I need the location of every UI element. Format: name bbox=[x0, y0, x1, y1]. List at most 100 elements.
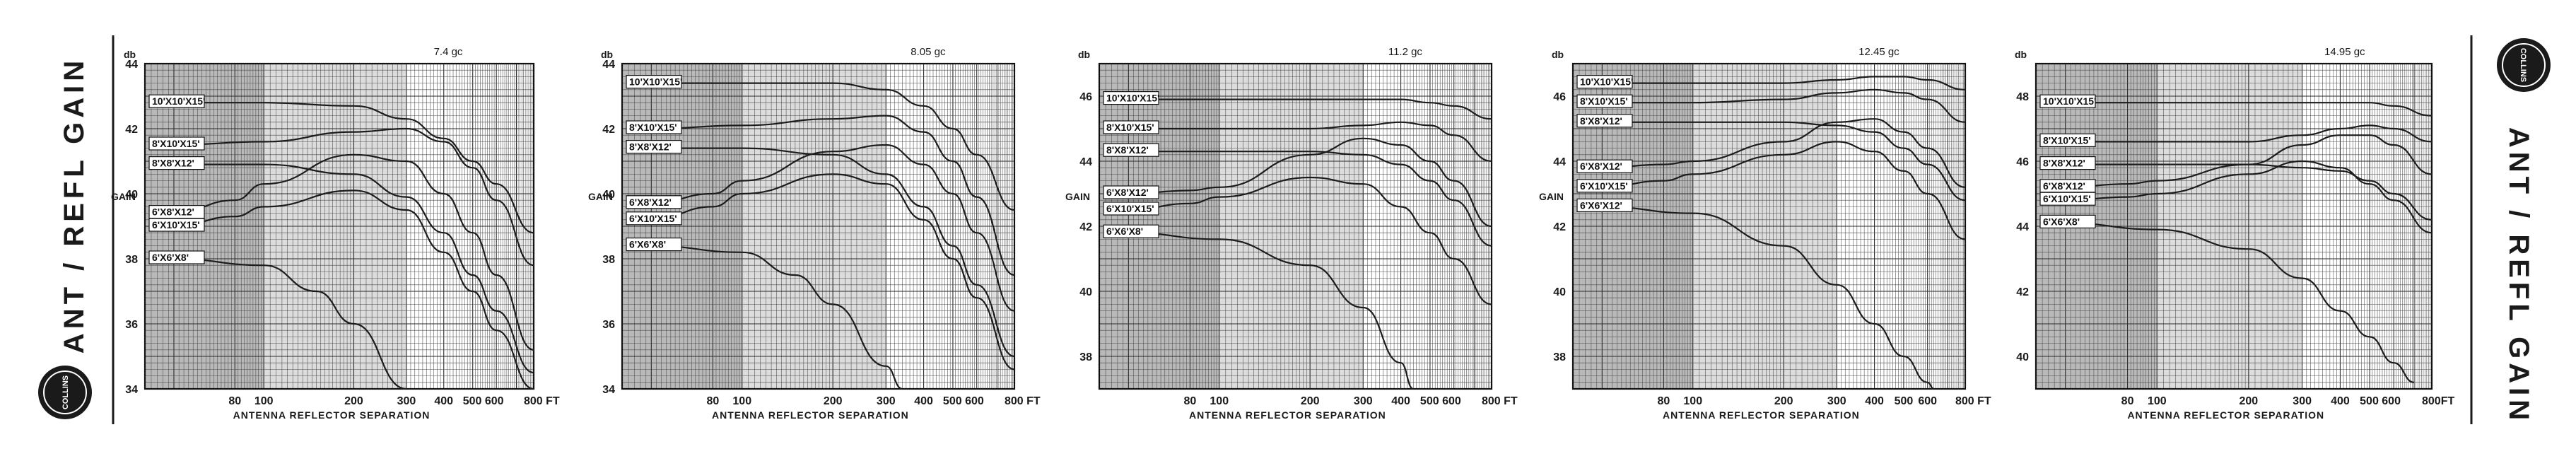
x-tick-label: 200 bbox=[344, 395, 363, 407]
series-label-2: 8'X10'X15' bbox=[629, 122, 677, 133]
y-tick-label: 36 bbox=[125, 319, 138, 331]
x-tick-label: 200 bbox=[2240, 395, 2259, 407]
series-label-5: 6'X10'X15' bbox=[2043, 193, 2091, 204]
x-tick-label: 300 bbox=[1354, 395, 1373, 407]
plot-frame bbox=[2035, 62, 2433, 390]
x-axis-title: ANTENNA REFLECTOR SEPARATION bbox=[1663, 409, 1860, 421]
gain-label: GAIN bbox=[588, 191, 613, 202]
x-tick-label: 100 bbox=[254, 395, 274, 407]
collins-logo-ring-icon bbox=[43, 370, 87, 414]
y-tick-label: 40 bbox=[1553, 286, 1566, 298]
x-tick-label: 300 bbox=[877, 395, 896, 407]
y-unit-label: db bbox=[2015, 49, 2027, 60]
right-side-panel: COLLINS ANT / REFL GAIN bbox=[2470, 35, 2551, 424]
y-tick-label: 46 bbox=[1553, 91, 1566, 103]
series-label-5: 6'X10'X15' bbox=[629, 213, 677, 224]
series-label-3: 8'X8'X12' bbox=[629, 141, 672, 153]
x-tick-label: 500 600 bbox=[943, 395, 984, 407]
y-tick-label: 48 bbox=[2016, 91, 2029, 103]
series-label-4: 6'X8'X12' bbox=[2043, 180, 2085, 192]
series-line-4 bbox=[173, 153, 534, 351]
y-tick-label: 42 bbox=[125, 124, 138, 136]
series-line-3 bbox=[2065, 163, 2432, 221]
x-tick-label: 300 bbox=[1827, 395, 1846, 407]
x-tick-label: 80 bbox=[1658, 395, 1670, 407]
x-tick-label: 300 bbox=[397, 395, 416, 407]
series-line-5 bbox=[651, 173, 1015, 370]
series-label-box bbox=[1576, 114, 1633, 128]
series-line-4 bbox=[1602, 118, 1966, 188]
x-tick-label: 100 bbox=[1683, 395, 1702, 407]
series-label-6: 6'X6'X8' bbox=[629, 239, 666, 250]
y-tick-label: 42 bbox=[1079, 221, 1092, 233]
series-label-box bbox=[1576, 179, 1633, 193]
series-label-box bbox=[2039, 94, 2096, 108]
series-label-5: 6'X10'X15' bbox=[152, 219, 200, 230]
y-tick-label: 38 bbox=[1079, 351, 1092, 363]
x-tick-label: 80 bbox=[707, 395, 720, 407]
series-label-box bbox=[2039, 214, 2096, 228]
series-label-box bbox=[1576, 74, 1633, 89]
series-line-5 bbox=[2065, 160, 2432, 234]
series-label-box bbox=[148, 218, 205, 232]
series-line-2 bbox=[2065, 124, 2432, 143]
y-tick-label: 46 bbox=[2016, 156, 2029, 168]
right-logo: COLLINS bbox=[2497, 38, 2551, 92]
series-label-3: 8'X8'X12' bbox=[1580, 115, 1622, 127]
x-tick-label: 800 FT bbox=[1005, 395, 1041, 407]
collins-logo-icon-right bbox=[2497, 38, 2551, 92]
series-label-2: 8'X10'X15' bbox=[1106, 122, 1154, 133]
series-line-6 bbox=[173, 257, 407, 390]
series-line-3 bbox=[651, 147, 1015, 358]
series-line-2 bbox=[651, 115, 1015, 276]
left-logo: COLLINS bbox=[38, 366, 92, 419]
series-line-3 bbox=[173, 163, 534, 374]
y-unit-label: db bbox=[601, 49, 613, 60]
x-tick-label: 500 bbox=[1895, 395, 1914, 407]
x-tick-label: 800 FT bbox=[524, 395, 560, 407]
y-tick-label: 34 bbox=[602, 384, 615, 396]
series-label-6: 6'X6'X8' bbox=[2043, 216, 2080, 227]
series-label-box bbox=[626, 238, 682, 252]
series-line-5 bbox=[1602, 141, 1966, 240]
y-tick-label: 40 bbox=[602, 189, 615, 201]
series-label-5: 6'X10'X15' bbox=[1580, 180, 1628, 192]
left-logo-text: COLLINS bbox=[62, 375, 70, 409]
x-tick-label: 800 FT bbox=[1482, 395, 1518, 407]
horizontal-grid bbox=[622, 63, 1014, 390]
series-label-box bbox=[626, 74, 682, 89]
x-tick-label: 80 bbox=[1184, 395, 1197, 407]
series-label-box bbox=[626, 120, 682, 134]
x-tick-label: 400 bbox=[434, 395, 453, 407]
right-side-title: ANT / REFL GAIN bbox=[2503, 127, 2534, 424]
y-tick-label: 42 bbox=[1553, 221, 1566, 233]
series-label-box bbox=[626, 211, 682, 226]
series-line-4 bbox=[1128, 137, 1492, 228]
series-label-box bbox=[1103, 202, 1159, 216]
y-tick-label: 38 bbox=[602, 254, 615, 266]
x-tick-label: 100 bbox=[732, 395, 751, 407]
chart-title: 14.95 gc bbox=[2324, 46, 2365, 58]
series-line-1 bbox=[2065, 102, 2432, 117]
gain-label: GAIN bbox=[1539, 191, 1564, 202]
x-tick-label: 500 600 bbox=[463, 395, 504, 407]
x-tick-label: 400 bbox=[914, 395, 933, 407]
series-line-3 bbox=[1602, 121, 1966, 202]
series-label-box bbox=[626, 140, 682, 154]
series-label-box bbox=[2039, 156, 2096, 170]
plot-frame bbox=[144, 62, 535, 390]
y-tick-label: 44 bbox=[602, 59, 615, 71]
series-label-box bbox=[2039, 133, 2096, 147]
x-axis-title: ANTENNA REFLECTOR SEPARATION bbox=[1189, 409, 1386, 421]
chart-title: 11.2 gc bbox=[1388, 46, 1423, 58]
x-tick-label: 400 bbox=[1391, 395, 1410, 407]
x-tick-label: 80 bbox=[2121, 395, 2134, 407]
x-tick-label: 800 FT bbox=[1955, 395, 1991, 407]
series-label-box bbox=[1103, 91, 1159, 105]
x-tick-label: 200 bbox=[1301, 395, 1320, 407]
x-tick-label: 200 bbox=[1774, 395, 1793, 407]
y-tick-label: 40 bbox=[125, 189, 138, 201]
